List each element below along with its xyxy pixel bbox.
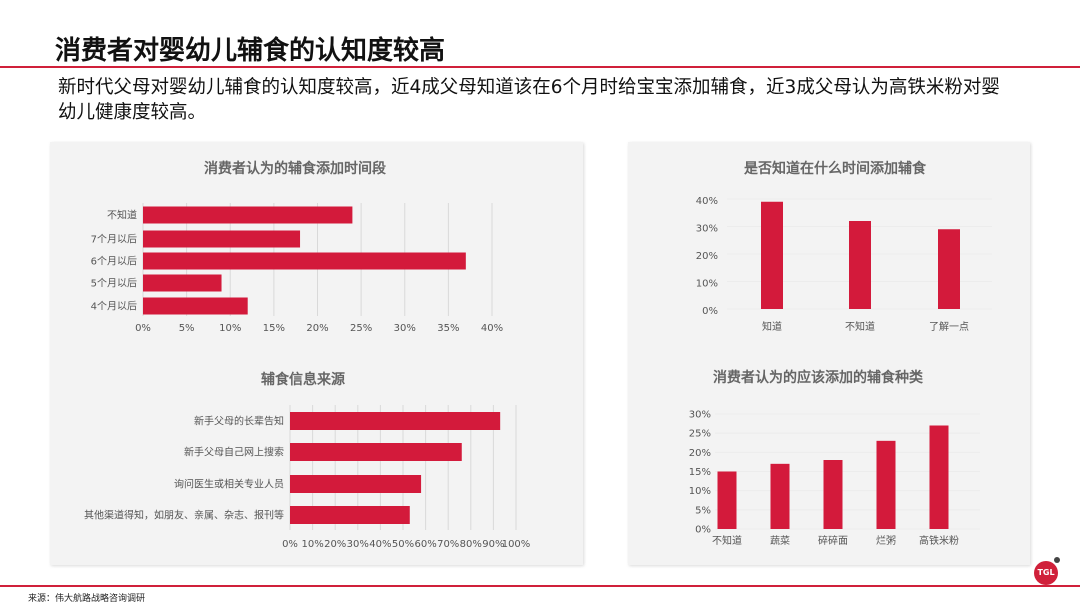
y-tick-label: 30% <box>696 223 718 234</box>
category-label: 蔬菜 <box>770 535 790 547</box>
x-tick-label: 25% <box>350 323 372 334</box>
chart-title: 消费者认为的辅食添加时间段 <box>204 160 386 177</box>
x-tick-label: 30% <box>394 323 416 334</box>
x-tick-label: 70% <box>437 539 459 550</box>
category-label: 了解一点 <box>929 320 969 333</box>
x-tick-label: 60% <box>414 539 436 550</box>
title-divider <box>0 66 1080 68</box>
chart-title: 是否知道在什么时间添加辅食 <box>744 160 927 177</box>
category-label: 其他渠道得知，如朋友、亲属、杂志、报刊等 <box>84 509 284 522</box>
category-label: 6个月以后 <box>91 256 137 268</box>
bar <box>717 471 737 529</box>
x-tick-label: 10% <box>301 539 323 550</box>
bar <box>876 440 896 529</box>
page-subtitle: 新时代父母对婴幼儿辅食的认知度较高，近4成父母知道该在6个月时给宝宝添加辅食，近… <box>58 77 1000 123</box>
x-tick-label: 20% <box>324 539 346 550</box>
category-label: 高铁米粉 <box>919 534 959 547</box>
category-label: 知道 <box>762 320 782 333</box>
category-label: 询问医生或相关专业人员 <box>174 478 284 491</box>
x-tick-label: 40% <box>481 323 503 334</box>
category-label: 新手父母自己网上搜索 <box>184 446 284 459</box>
y-tick-label: 5% <box>695 505 711 516</box>
x-tick-label: 15% <box>263 323 285 334</box>
category-label: 5个月以后 <box>91 278 137 290</box>
x-tick-label: 80% <box>460 539 482 550</box>
x-tick-label: 40% <box>369 539 391 550</box>
bar <box>143 230 301 248</box>
category-label: 新手父母的长辈告知 <box>194 415 284 428</box>
y-tick-label: 10% <box>696 278 718 289</box>
bar <box>290 475 422 493</box>
category-label: 不知道 <box>845 320 875 333</box>
category-label: 不知道 <box>107 209 137 222</box>
bar <box>938 229 960 309</box>
x-tick-label: 10% <box>219 323 241 334</box>
chart-title: 消费者认为的应该添加的辅食种类 <box>713 369 924 386</box>
source-note: 来源：伟大航路战略咨询调研 <box>28 594 146 604</box>
bar <box>143 252 466 270</box>
category-label: 烂粥 <box>876 535 896 547</box>
y-tick-label: 0% <box>695 525 711 536</box>
x-tick-label: 50% <box>392 539 414 550</box>
y-tick-label: 20% <box>696 251 718 262</box>
category-label: 碎碎面 <box>818 534 848 547</box>
x-tick-label: 5% <box>179 323 195 334</box>
y-tick-label: 20% <box>689 448 711 459</box>
y-tick-label: 30% <box>689 410 711 421</box>
category-label: 4个月以后 <box>91 301 137 313</box>
x-tick-label: 100% <box>502 539 531 550</box>
tgl-logo: TGL <box>1034 561 1058 585</box>
y-tick-label: 0% <box>702 306 718 317</box>
bar <box>290 506 410 524</box>
x-tick-label: 0% <box>135 323 151 334</box>
bar <box>143 206 353 224</box>
bar <box>929 425 949 529</box>
y-tick-label: 15% <box>689 467 711 478</box>
x-tick-label: 90% <box>482 539 504 550</box>
bar <box>143 274 222 292</box>
bar <box>290 443 462 461</box>
chart-title: 辅食信息来源 <box>261 371 345 388</box>
bar <box>823 460 843 529</box>
x-tick-label: 20% <box>306 323 328 334</box>
bar <box>761 201 783 309</box>
bar <box>770 463 790 529</box>
category-label: 7个月以后 <box>91 234 137 246</box>
y-tick-label: 25% <box>689 429 711 440</box>
x-tick-label: 30% <box>347 539 369 550</box>
bar <box>849 221 871 309</box>
x-tick-label: 0% <box>282 539 298 550</box>
logo-dot <box>1054 557 1060 563</box>
y-tick-label: 10% <box>689 486 711 497</box>
footer-divider <box>0 585 1080 587</box>
category-label: 不知道 <box>712 534 742 547</box>
y-tick-label: 40% <box>696 196 718 207</box>
x-tick-label: 35% <box>437 323 459 334</box>
bar <box>290 412 501 430</box>
bar <box>143 297 248 315</box>
page-title: 消费者对婴幼儿辅食的认知度较高 <box>55 36 446 66</box>
